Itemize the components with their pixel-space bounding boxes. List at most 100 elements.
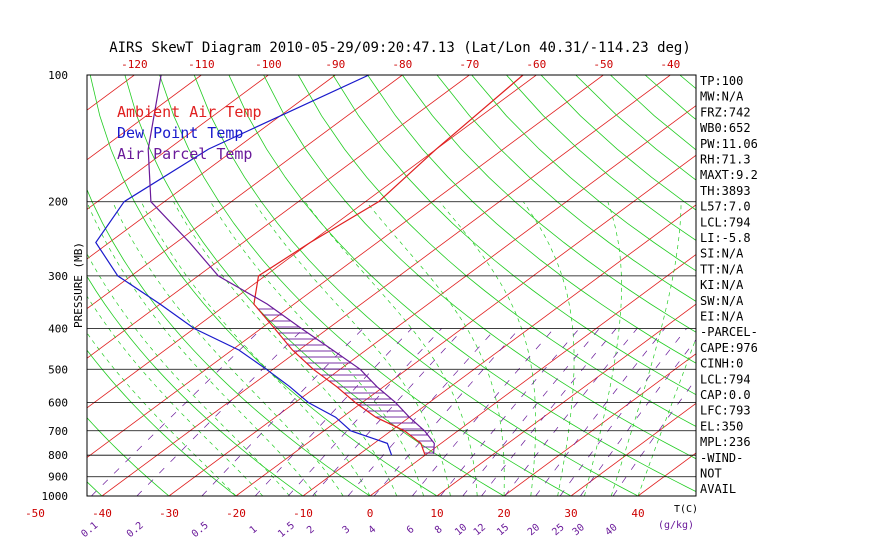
pressure-tick-label: 500 (48, 363, 68, 376)
mixing-ratio-tick-label: 6 (405, 524, 417, 536)
moist-adiabat-line (523, 201, 575, 496)
dry-adiabat-line (297, 75, 696, 427)
pressure-tick-label: 700 (48, 425, 68, 438)
index-entry: MAXT:9.2 (700, 168, 758, 182)
top-temperature-tick-label: -70 (459, 58, 479, 71)
mixing-ratio-tick-label: 10 (453, 522, 469, 538)
index-entry: TH:3893 (700, 184, 751, 198)
mixing-ratio-tick-label: 0.2 (125, 520, 146, 540)
index-entry: -WIND- (700, 451, 743, 465)
top-temperature-tick-label: -80 (392, 58, 412, 71)
index-entry: PW:11.06 (700, 137, 758, 151)
pressure-tick-label: 300 (48, 270, 68, 283)
index-entry: LFC:793 (700, 404, 751, 418)
index-entry: MPL:236 (700, 435, 751, 449)
top-temperature-tick-label: -110 (188, 58, 215, 71)
dry-adiabat-line (401, 75, 696, 333)
index-entry: TT:N/A (700, 262, 744, 276)
dry-adiabat-line (87, 275, 304, 496)
pressure-tick-label: 400 (48, 322, 68, 335)
dry-adiabat-line (193, 75, 639, 496)
legend: Ambient Air Temp Dew Point Temp Air Parcel… (117, 103, 262, 163)
pressure-tick-label: 100 (48, 69, 68, 82)
mixing-ratio-line (580, 339, 696, 496)
top-temperature-tick-label: -60 (526, 58, 546, 71)
legend-entry: Air Parcel Temp (117, 145, 252, 163)
isotherm-line (570, 402, 696, 496)
top-temperature-tick-label: -40 (660, 58, 680, 71)
isotherm-line (369, 254, 696, 496)
bottom-temperature-tick-label: -40 (92, 507, 112, 520)
index-entry: L57:7.0 (700, 200, 751, 214)
moist-adiabat-line (584, 201, 622, 496)
dry-adiabat-line (506, 75, 696, 241)
top-temperature-tick-label: -50 (593, 58, 613, 71)
dry-adiabat-line (87, 349, 237, 496)
pressure-tick-label: 600 (48, 397, 68, 410)
pressure-tick-label: 1000 (42, 490, 69, 503)
dry-adiabat-line (89, 75, 438, 496)
cape-shading (253, 304, 435, 454)
dry-adiabat-line (332, 75, 696, 396)
index-entry: SW:N/A (700, 294, 744, 308)
index-entry: LI:-5.8 (700, 231, 751, 245)
moist-adiabat-line (173, 201, 398, 496)
isotherm-line (87, 75, 269, 210)
top-temperature-tick-label: -90 (325, 58, 345, 71)
index-entry: FRZ:742 (700, 105, 751, 119)
dry-adiabat-line (367, 75, 696, 364)
mixing-ratio-tick-label: 2 (305, 524, 317, 536)
dry-adiabat-line (819, 75, 870, 496)
mixing-ratio-unit-label: (g/kg) (658, 520, 694, 531)
isotherm-line (87, 75, 470, 359)
pressure-tick-label: 900 (48, 471, 68, 484)
bottom-temperature-tick-label: -30 (159, 507, 179, 520)
mixing-ratio-tick-label: 30 (571, 522, 587, 538)
plot-frame (86, 74, 697, 497)
bottom-temperature-tick-label: 0 (367, 507, 374, 520)
moist-adiabat-line (253, 201, 451, 496)
mixing-ratio-tick-label: 12 (472, 522, 488, 538)
dry-adiabat-line (784, 75, 870, 496)
legend-entry: Ambient Air Temp (117, 103, 262, 121)
data-series (95, 75, 524, 456)
bottom-temperature-tick-label: 40 (631, 507, 644, 520)
pressure-tick-label: 200 (48, 196, 68, 209)
moist-adiabat-line (87, 201, 317, 496)
legend-entry: Dew Point Temp (117, 124, 243, 142)
index-entry: CAPE:976 (700, 341, 758, 355)
top-temperature-tick-label: -100 (255, 58, 282, 71)
dry-adiabat-line (159, 75, 572, 496)
mixing-ratio-line (481, 328, 617, 496)
mixing-ratio-tick-label: 0.5 (190, 520, 211, 540)
moist-adiabat-line (439, 201, 537, 496)
isotherm-line (87, 75, 202, 161)
index-entry: NOT (700, 467, 722, 481)
mixing-ratio-tick-label: 20 (526, 522, 542, 538)
isotherm-line (436, 303, 696, 496)
index-entry: -PARCEL- (700, 325, 758, 339)
dry-adiabat-line (749, 75, 870, 496)
mixing-ratio-tick-label: 40 (603, 522, 619, 538)
bottom-temperature-tick-label: -50 (25, 507, 45, 520)
index-entry: RH:71.3 (700, 153, 751, 167)
bottom-temperature-tick-label: 10 (430, 507, 443, 520)
mixing-ratio-line (91, 328, 263, 496)
mixing-ratio-line (440, 328, 580, 496)
dry-adiabat-line (228, 75, 696, 493)
moist-adiabat-line (140, 201, 371, 496)
mixing-ratio-tick-label: 1 (248, 524, 260, 536)
top-temperature-tick-label: -120 (121, 58, 148, 71)
isotherm-line (235, 154, 696, 496)
index-entry: TP:100 (700, 74, 743, 88)
index-entry: LCL:794 (700, 215, 751, 229)
dry-adiabat-line (87, 188, 371, 496)
series-line-dew-point-temp (95, 75, 393, 456)
mixing-ratio-tick-label: 1.5 (276, 520, 297, 540)
index-entry: SI:N/A (700, 247, 744, 261)
y-axis-label: PRESSURE (MB) (72, 242, 85, 328)
index-entry: AVAIL (700, 482, 736, 496)
